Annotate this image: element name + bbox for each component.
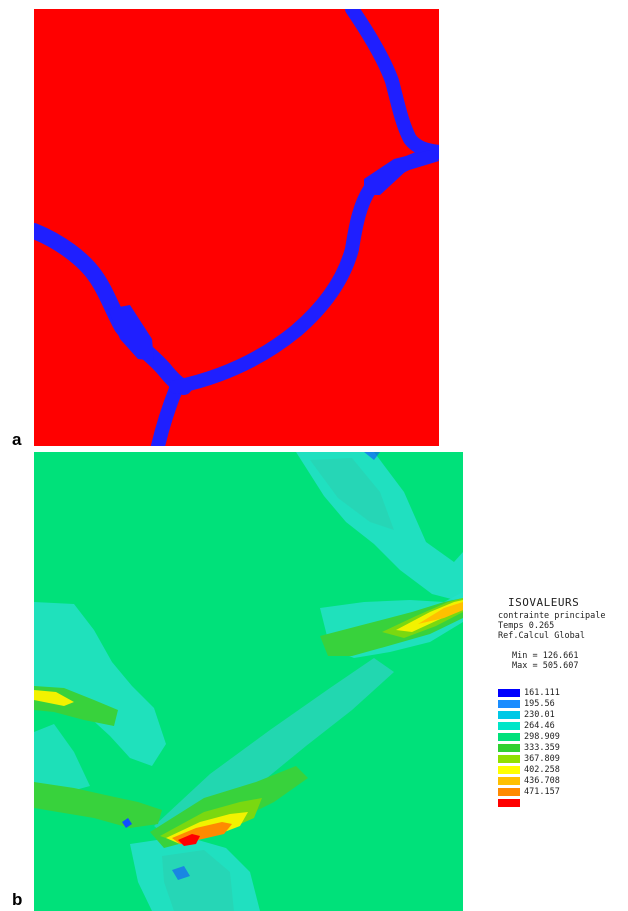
legend-row: 333.359 (498, 742, 626, 753)
legend-value: 195.56 (524, 699, 555, 709)
legend-value: 264.46 (524, 721, 555, 731)
legend-row: 161.111 (498, 687, 626, 698)
legend-row: 298.909 (498, 731, 626, 742)
grain-region (34, 9, 439, 446)
legend-swatch (498, 689, 520, 697)
legend-row (498, 797, 626, 808)
legend-row: 402.258 (498, 764, 626, 775)
legend-value: 333.359 (524, 743, 560, 753)
legend-row: 195.56 (498, 698, 626, 709)
legend-value: 471.157 (524, 787, 560, 797)
grain-boundary-map (34, 9, 439, 446)
panel-a-label: a (12, 430, 21, 450)
legend-value: 230.01 (524, 710, 555, 720)
legend-quantity: contrainte principale (498, 611, 626, 621)
legend-title: ISOVALEURS (508, 596, 626, 609)
legend-swatch (498, 744, 520, 752)
legend-row: 367.809 (498, 753, 626, 764)
legend-swatch (498, 733, 520, 741)
legend-row: 471.157 (498, 786, 626, 797)
legend-swatch (498, 766, 520, 774)
legend-swatch (498, 722, 520, 730)
legend-row: 436.708 (498, 775, 626, 786)
legend-min: Min = 126.661 (512, 651, 626, 661)
legend-value: 436.708 (524, 776, 560, 786)
legend-swatch (498, 788, 520, 796)
legend-value: 367.809 (524, 754, 560, 764)
legend-swatch (498, 700, 520, 708)
legend-max: Max = 505.607 (512, 661, 626, 671)
legend-row: 264.46 (498, 720, 626, 731)
legend-swatch (498, 711, 520, 719)
legend-value: 402.258 (524, 765, 560, 775)
legend-value: 161.111 (524, 688, 560, 698)
legend-reference: Ref.Calcul Global (498, 631, 626, 641)
legend-row: 230.01 (498, 709, 626, 720)
legend-swatch (498, 777, 520, 785)
isovalues-legend: ISOVALEURS contrainte principale Temps 0… (498, 596, 626, 808)
legend-value: 298.909 (524, 732, 560, 742)
legend-time: Temps 0.265 (498, 621, 626, 631)
legend-swatch (498, 799, 520, 807)
legend-swatch (498, 755, 520, 763)
panel-b-label: b (12, 890, 22, 910)
legend-color-scale: 161.111 195.56 230.01 264.46 298.909 333.359 3… (498, 687, 626, 808)
stress-contour-map (34, 452, 463, 911)
